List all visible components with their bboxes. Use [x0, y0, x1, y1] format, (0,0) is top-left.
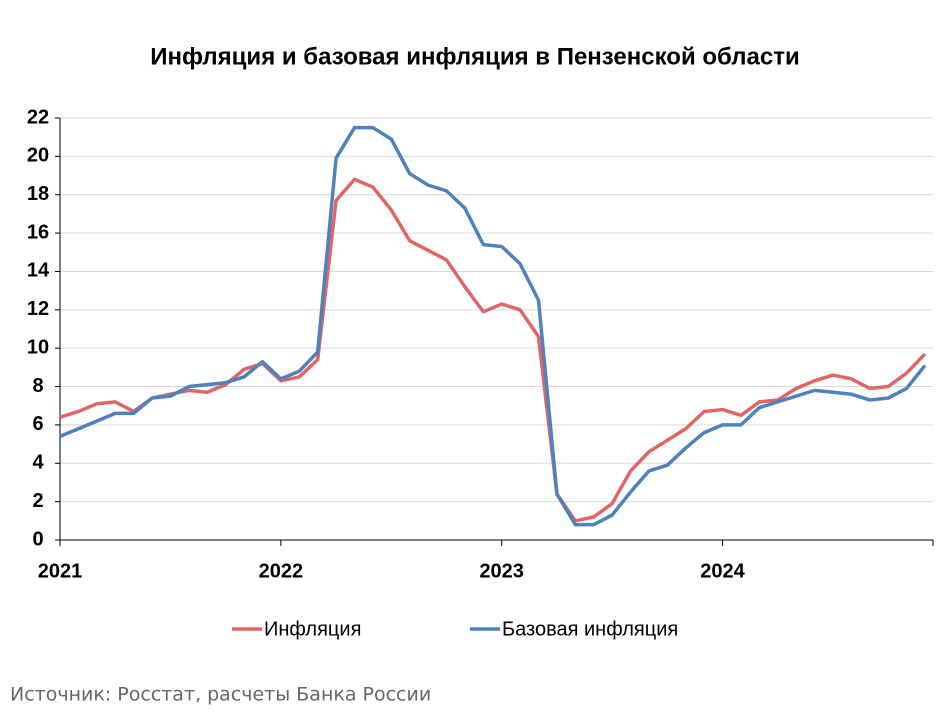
y-tick-label: 14 [27, 260, 50, 282]
y-tick-label: 22 [27, 106, 49, 128]
y-tick-label: 10 [27, 336, 49, 358]
y-tick-label: 12 [27, 298, 49, 320]
x-tick-label: 2022 [259, 560, 304, 582]
x-tick-label: 2023 [479, 560, 524, 582]
y-tick-label: 18 [27, 183, 49, 205]
series-line [59, 125, 927, 527]
legend-label: Базовая инфляция [502, 618, 678, 640]
x-tick-label: 2021 [38, 560, 83, 582]
x-tick-label: 2024 [700, 560, 745, 582]
y-tick-label: 20 [27, 145, 49, 167]
y-tick-label: 4 [32, 452, 44, 474]
y-tick-label: 2 [32, 490, 43, 512]
source: Источник: Росстат, расчеты Банка России [10, 684, 431, 706]
y-tick-label: 16 [27, 221, 49, 243]
y-tick-label: 0 [32, 528, 43, 550]
legend-label: Инфляция [264, 618, 361, 640]
chart-title: Инфляция и базовая инфляция в Пензенской… [150, 43, 799, 70]
y-tick-label: 6 [32, 413, 43, 435]
y-tick-label: 8 [32, 375, 43, 397]
series-line [59, 177, 927, 523]
